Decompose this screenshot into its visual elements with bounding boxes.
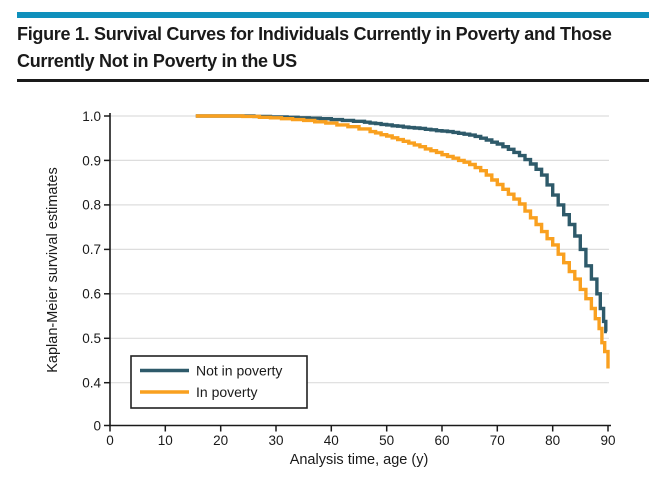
curve-in-poverty [195,114,610,369]
figure-title: Figure 1. Survival Curves for Individual… [17,21,642,75]
y-tick-label: 0.9 [82,153,101,168]
y-tick-label: 0.4 [82,376,101,391]
y-tick-label: 0 [93,418,101,433]
legend-label-in-poverty: In poverty [196,384,257,400]
y-tick-label: 1.0 [82,109,101,124]
x-tick-label: 70 [490,433,505,448]
figure-title-line2: Currently Not in Poverty in the US [17,51,297,71]
y-tick-label: 0.6 [82,287,101,302]
x-tick-label: 20 [213,433,228,448]
x-axis-title: Analysis time, age (y) [290,452,429,468]
curve-not-in-poverty [195,114,608,334]
x-tick-label: 10 [158,433,173,448]
figure-title-line1: Figure 1. Survival Curves for Individual… [17,24,612,44]
x-tick-label: 90 [600,433,615,448]
x-tick-label: 0 [106,433,114,448]
title-rule [17,79,649,82]
y-tick-label: 0.7 [82,242,101,257]
legend-label-not-in-poverty: Not in poverty [196,362,282,378]
x-tick-label: 50 [379,433,394,448]
x-tick-label: 30 [268,433,283,448]
accent-bar [17,12,649,18]
y-tick-label: 0.8 [82,198,101,213]
x-tick-label: 40 [324,433,339,448]
x-tick-label: 80 [545,433,560,448]
y-axis-title: Kaplan-Meier survival estimates [45,167,61,373]
legend-box [130,355,308,409]
y-tick-label: 0.5 [82,331,101,346]
x-tick-label: 60 [434,433,449,448]
